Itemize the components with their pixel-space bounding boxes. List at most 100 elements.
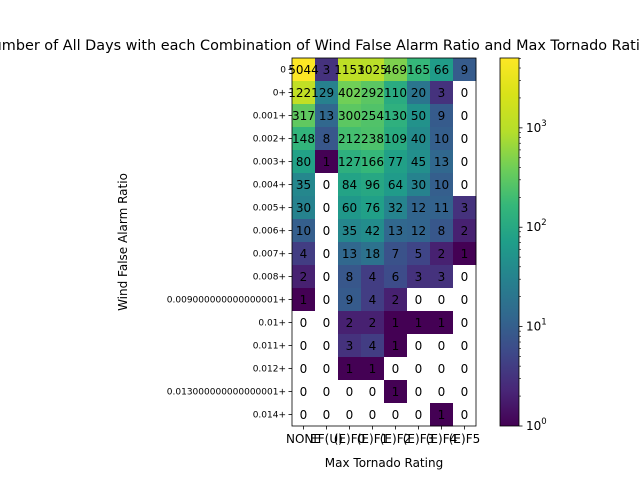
heatmap-cell: [338, 242, 362, 266]
cell-value-label: 1: [392, 316, 400, 330]
cell-value-label: 0: [461, 385, 469, 399]
heatmap-cell: [430, 265, 454, 289]
heatmap-cell: [338, 357, 362, 381]
cell-value-label: 0: [323, 270, 331, 284]
cell-value-label: 127: [338, 155, 361, 169]
cell-value-label: 1: [415, 316, 423, 330]
heatmap-cell: [338, 196, 362, 220]
heatmap-cell: [361, 58, 385, 82]
heatmap-cell: [453, 127, 477, 151]
heatmap-cell: [315, 104, 339, 128]
cell-value-label: 2: [300, 270, 308, 284]
heatmap-cell: [338, 311, 362, 335]
heatmap-cell: [407, 403, 431, 427]
cell-value-label: 80: [296, 155, 311, 169]
heatmap-cells: [292, 58, 477, 427]
cell-value-label: 2: [392, 293, 400, 307]
heatmap-cell: [430, 288, 454, 312]
heatmap-cell: [315, 219, 339, 243]
cell-value-label: 35: [342, 224, 357, 238]
cell-value-label: 1: [300, 293, 308, 307]
cell-value-label: 4: [300, 247, 308, 261]
colorbar-tick-label: 103: [526, 119, 547, 135]
heatmap-cell: [315, 127, 339, 151]
colorbar-gradient: [499, 57, 520, 427]
heatmap-cell: [430, 58, 454, 82]
y-tick-label: 0.014+: [253, 411, 286, 421]
heatmap-cell: [315, 311, 339, 335]
cell-value-label: 0: [369, 385, 377, 399]
colorbar-tick-label: 100: [526, 417, 547, 433]
cell-value-label: 1153: [334, 63, 365, 77]
heatmap-cell: [384, 311, 408, 335]
heatmap-cell: [407, 334, 431, 358]
heatmap-cell: [361, 311, 385, 335]
x-tick-label: (E)F5: [449, 432, 480, 446]
cell-value-label: 0: [415, 385, 423, 399]
heatmap-cell: [430, 150, 454, 174]
cell-value-label: 0: [346, 408, 354, 422]
heatmap-cell: [292, 150, 316, 174]
cell-value-label: 0: [438, 293, 446, 307]
cell-value-label: 292: [361, 86, 384, 100]
heatmap-cell: [361, 150, 385, 174]
y-tick-label: 0.012+: [253, 365, 286, 375]
cell-value-label: 10: [434, 132, 449, 146]
cell-value-label: 13: [388, 224, 403, 238]
cell-value-label: 8: [323, 132, 331, 146]
heatmap-cell: [384, 58, 408, 82]
cell-value-label: 35: [296, 178, 311, 192]
cell-value-label: 18: [365, 247, 380, 261]
heatmap-cell: [292, 265, 316, 289]
heatmap-cell: [361, 357, 385, 381]
heatmap-cell: [430, 380, 454, 404]
heatmap-cell: [292, 357, 316, 381]
cell-value-label: 0: [415, 339, 423, 353]
cell-value-label: 254: [361, 109, 384, 123]
y-tick-label: 0.004+: [253, 181, 286, 191]
heatmap-cell: [453, 334, 477, 358]
heatmap-cell: [292, 173, 316, 197]
heatmap-cell: [453, 173, 477, 197]
cell-value-label: 50: [411, 109, 426, 123]
cell-value-label: 0: [323, 339, 331, 353]
x-tick-label: (E)F2: [380, 432, 411, 446]
cell-value-label: 0: [461, 109, 469, 123]
y-axis-label: Wind False Alarm Ratio: [116, 173, 130, 311]
heatmap-cell: [361, 242, 385, 266]
heatmap-cell: [384, 127, 408, 151]
heatmap-cell: [407, 104, 431, 128]
heatmap-cell: [361, 173, 385, 197]
y-tick-label: 0+: [273, 89, 286, 99]
heatmap-cell: [338, 127, 362, 151]
cell-value-label: 8: [438, 224, 446, 238]
heatmap-cell: [384, 219, 408, 243]
y-tick-label: 0.008+: [253, 273, 286, 283]
heatmap-cell: [430, 104, 454, 128]
cell-value-label: 3: [461, 201, 469, 215]
cell-value-label: 148: [292, 132, 315, 146]
heatmap-cell: [338, 58, 362, 82]
heatmap-cell: [315, 242, 339, 266]
heatmap-cell: [384, 334, 408, 358]
cell-value-label: 0: [461, 86, 469, 100]
heatmap-cell: [453, 104, 477, 128]
y-tick-label: 0.001+: [253, 112, 286, 122]
heatmap-cell: [453, 196, 477, 220]
colorbar-tick-label: 101: [526, 318, 547, 334]
heatmap-cell: [338, 173, 362, 197]
heatmap-cell: [361, 265, 385, 289]
cell-value-label: 40: [411, 132, 426, 146]
heatmap-cell: [453, 81, 477, 105]
cell-value-label: 3: [323, 63, 331, 77]
heatmap-cell: [384, 357, 408, 381]
x-tick-label: (E)F1: [357, 432, 388, 446]
y-tick-label: 0.005+: [253, 204, 286, 214]
heatmap-cell: [338, 380, 362, 404]
cell-value-label: 0: [323, 224, 331, 238]
cell-value-label: 0: [323, 201, 331, 215]
cell-value-label: 0: [461, 270, 469, 284]
cell-value-label: 1: [369, 362, 377, 376]
